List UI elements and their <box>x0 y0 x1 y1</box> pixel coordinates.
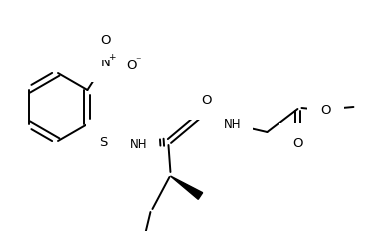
Text: NH: NH <box>224 118 241 131</box>
Text: S: S <box>99 136 108 149</box>
Text: O: O <box>100 34 111 47</box>
Text: N: N <box>101 56 110 69</box>
Text: +: + <box>108 53 115 62</box>
Polygon shape <box>170 176 203 199</box>
Text: O: O <box>201 94 212 107</box>
Text: ⁻: ⁻ <box>136 56 141 66</box>
Text: NH: NH <box>130 138 147 151</box>
Text: O: O <box>292 137 303 150</box>
Text: O: O <box>320 104 331 117</box>
Text: O: O <box>126 59 137 72</box>
